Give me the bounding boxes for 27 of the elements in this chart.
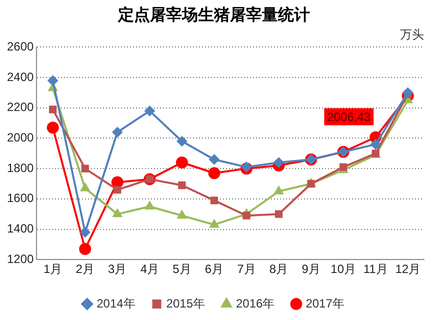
x-tick-label: 10月 bbox=[330, 262, 356, 276]
y-tick-label: 1400 bbox=[6, 222, 34, 236]
chart-title: 定点屠宰场生猪屠宰量统计 bbox=[117, 5, 310, 24]
y-axis-title: 万头 bbox=[400, 28, 424, 42]
x-tick-label: 5月 bbox=[172, 262, 192, 276]
legend-label: 2015年 bbox=[166, 296, 206, 310]
y-tick-label: 1800 bbox=[6, 160, 34, 175]
x-tick-label: 7月 bbox=[237, 262, 256, 276]
x-tick-label: 4月 bbox=[140, 262, 160, 276]
x-tick-label: 9月 bbox=[302, 262, 320, 276]
y-tick-label: 2000 bbox=[6, 130, 34, 145]
data-label: 2006.43 bbox=[327, 110, 371, 124]
x-tick-label: 1月 bbox=[43, 262, 62, 276]
legend-label: 2016年 bbox=[236, 296, 275, 310]
legend-label: 2017年 bbox=[306, 296, 344, 310]
x-tick-label: 2月 bbox=[76, 262, 94, 276]
y-tick-label: 2200 bbox=[6, 100, 34, 114]
y-tick-label: 1200 bbox=[6, 252, 34, 266]
y-tick-label: 1600 bbox=[6, 191, 34, 206]
x-tick-label: 12月 bbox=[395, 262, 421, 276]
y-tick-label: 2400 bbox=[6, 70, 34, 84]
x-tick-label: 8月 bbox=[269, 262, 288, 276]
x-tick-label: 3月 bbox=[108, 262, 127, 276]
x-tick-label: 11月 bbox=[363, 262, 388, 276]
legend-label: 2014年 bbox=[96, 296, 136, 310]
x-tick-label: 6月 bbox=[204, 262, 224, 276]
y-tick-label: 2600 bbox=[6, 40, 34, 54]
